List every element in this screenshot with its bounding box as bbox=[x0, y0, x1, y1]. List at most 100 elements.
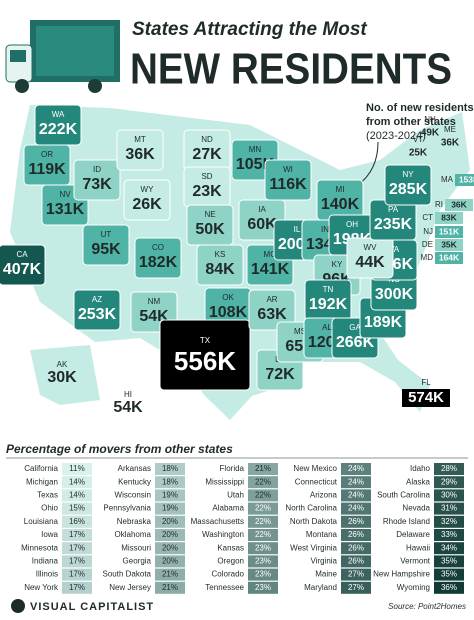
state-abbr: WY bbox=[141, 185, 155, 194]
state-name: Georgia bbox=[123, 557, 152, 566]
percent: 27% bbox=[348, 583, 364, 592]
state-abbr: AL bbox=[322, 323, 332, 332]
state-value: 141K bbox=[251, 261, 290, 278]
state-name: North Carolina bbox=[285, 504, 337, 513]
percent-box bbox=[341, 529, 371, 541]
state-box bbox=[435, 239, 463, 251]
state-value: 189K bbox=[364, 314, 403, 331]
state-abbr: NV bbox=[59, 190, 71, 199]
state-name: Ohio bbox=[41, 504, 58, 513]
percent-box bbox=[434, 502, 464, 515]
state-tile bbox=[264, 159, 312, 201]
state-tile bbox=[0, 244, 46, 286]
state-value: 574K bbox=[408, 389, 444, 406]
percent-box bbox=[434, 581, 464, 594]
state-abbr: MA bbox=[441, 175, 454, 184]
state-value: 164K bbox=[439, 252, 460, 262]
state-value: 253K bbox=[78, 306, 117, 323]
state-abbr: HI bbox=[124, 390, 132, 399]
percent: 17% bbox=[69, 543, 85, 552]
percent-box bbox=[341, 568, 371, 581]
state-abbr: CO bbox=[152, 243, 164, 252]
state-abbr: NE bbox=[204, 210, 215, 219]
percent-box bbox=[155, 568, 185, 581]
state-name: South Dakota bbox=[103, 570, 152, 579]
state-tile bbox=[73, 159, 121, 201]
percent: 14% bbox=[69, 491, 85, 500]
state-name: Indiana bbox=[32, 557, 59, 566]
state-name: Iowa bbox=[41, 530, 58, 539]
state-abbr: NY bbox=[402, 170, 414, 179]
percent: 21% bbox=[255, 464, 271, 473]
state-value: 54K bbox=[113, 399, 143, 416]
state-value: 83K bbox=[441, 212, 457, 222]
state-abbr: KY bbox=[332, 260, 343, 269]
state-name: Texas bbox=[37, 491, 58, 500]
state-value: 116K bbox=[269, 176, 307, 193]
percent-box bbox=[62, 502, 92, 515]
state-tile bbox=[196, 244, 244, 286]
percent-box bbox=[62, 489, 92, 502]
state-abbr: MD bbox=[421, 253, 434, 262]
percent: 20% bbox=[162, 517, 178, 526]
state-abbr: IN bbox=[321, 225, 329, 234]
state-value: 119K bbox=[28, 161, 66, 178]
percent: 23% bbox=[255, 543, 271, 552]
percent-box bbox=[155, 502, 185, 515]
state-abbr: OK bbox=[222, 293, 234, 302]
percent: 21% bbox=[162, 570, 178, 579]
state-abbr: AR bbox=[266, 295, 277, 304]
percent: 14% bbox=[69, 477, 85, 486]
state-box bbox=[402, 389, 450, 407]
percent: 30% bbox=[441, 491, 457, 500]
percent: 16% bbox=[69, 517, 85, 526]
percent-box bbox=[155, 555, 185, 568]
state-value: 151K bbox=[439, 226, 460, 236]
percent: 20% bbox=[162, 543, 178, 552]
state-name: Rhode Island bbox=[383, 517, 430, 526]
state-abbr: OR bbox=[41, 150, 53, 159]
percent-box bbox=[62, 515, 92, 528]
state-name: Connecticut bbox=[295, 477, 338, 486]
state-abbr: NJ bbox=[423, 227, 433, 236]
state-abbr: OH bbox=[346, 220, 358, 229]
state-name: Montana bbox=[306, 530, 338, 539]
state-value: 63K bbox=[257, 306, 287, 323]
percent-box bbox=[434, 489, 464, 502]
percent-box bbox=[434, 555, 464, 568]
percent-box bbox=[248, 476, 278, 489]
state-name: Nevada bbox=[402, 504, 430, 513]
state-value: 222K bbox=[39, 121, 78, 138]
state-value: 60K bbox=[247, 216, 277, 233]
percent-box bbox=[434, 542, 464, 555]
percent: 22% bbox=[255, 491, 271, 500]
state-name: Colorado bbox=[212, 570, 245, 579]
state-name: Maryland bbox=[304, 583, 337, 592]
percent: 19% bbox=[162, 504, 178, 513]
state-name: Arkansas bbox=[118, 464, 151, 473]
percent: 24% bbox=[348, 504, 364, 513]
percent-box bbox=[155, 489, 185, 502]
state-name: Illinois bbox=[36, 570, 58, 579]
state-value: 285K bbox=[389, 181, 428, 198]
state-name: Wisconsin bbox=[115, 491, 151, 500]
state-name: Pennsylvania bbox=[103, 504, 151, 513]
logo bbox=[11, 599, 25, 613]
state-abbr: MI bbox=[336, 185, 345, 194]
percent-box bbox=[155, 463, 185, 475]
state-name: New Hampshire bbox=[373, 570, 430, 579]
percent-box bbox=[62, 463, 92, 475]
percent: 24% bbox=[348, 464, 364, 473]
percent-box bbox=[341, 476, 371, 489]
state-abbr: UT bbox=[101, 230, 112, 239]
state-value: 84K bbox=[205, 261, 235, 278]
percent: 26% bbox=[348, 530, 364, 539]
state-name: Alaska bbox=[406, 477, 431, 486]
percent: 20% bbox=[162, 557, 178, 566]
state-value: 35K bbox=[441, 239, 457, 249]
state-name: New York bbox=[24, 583, 59, 592]
state-tile bbox=[73, 289, 121, 331]
percent: 22% bbox=[255, 477, 271, 486]
percent-box bbox=[155, 529, 185, 541]
percent: 32% bbox=[441, 517, 457, 526]
